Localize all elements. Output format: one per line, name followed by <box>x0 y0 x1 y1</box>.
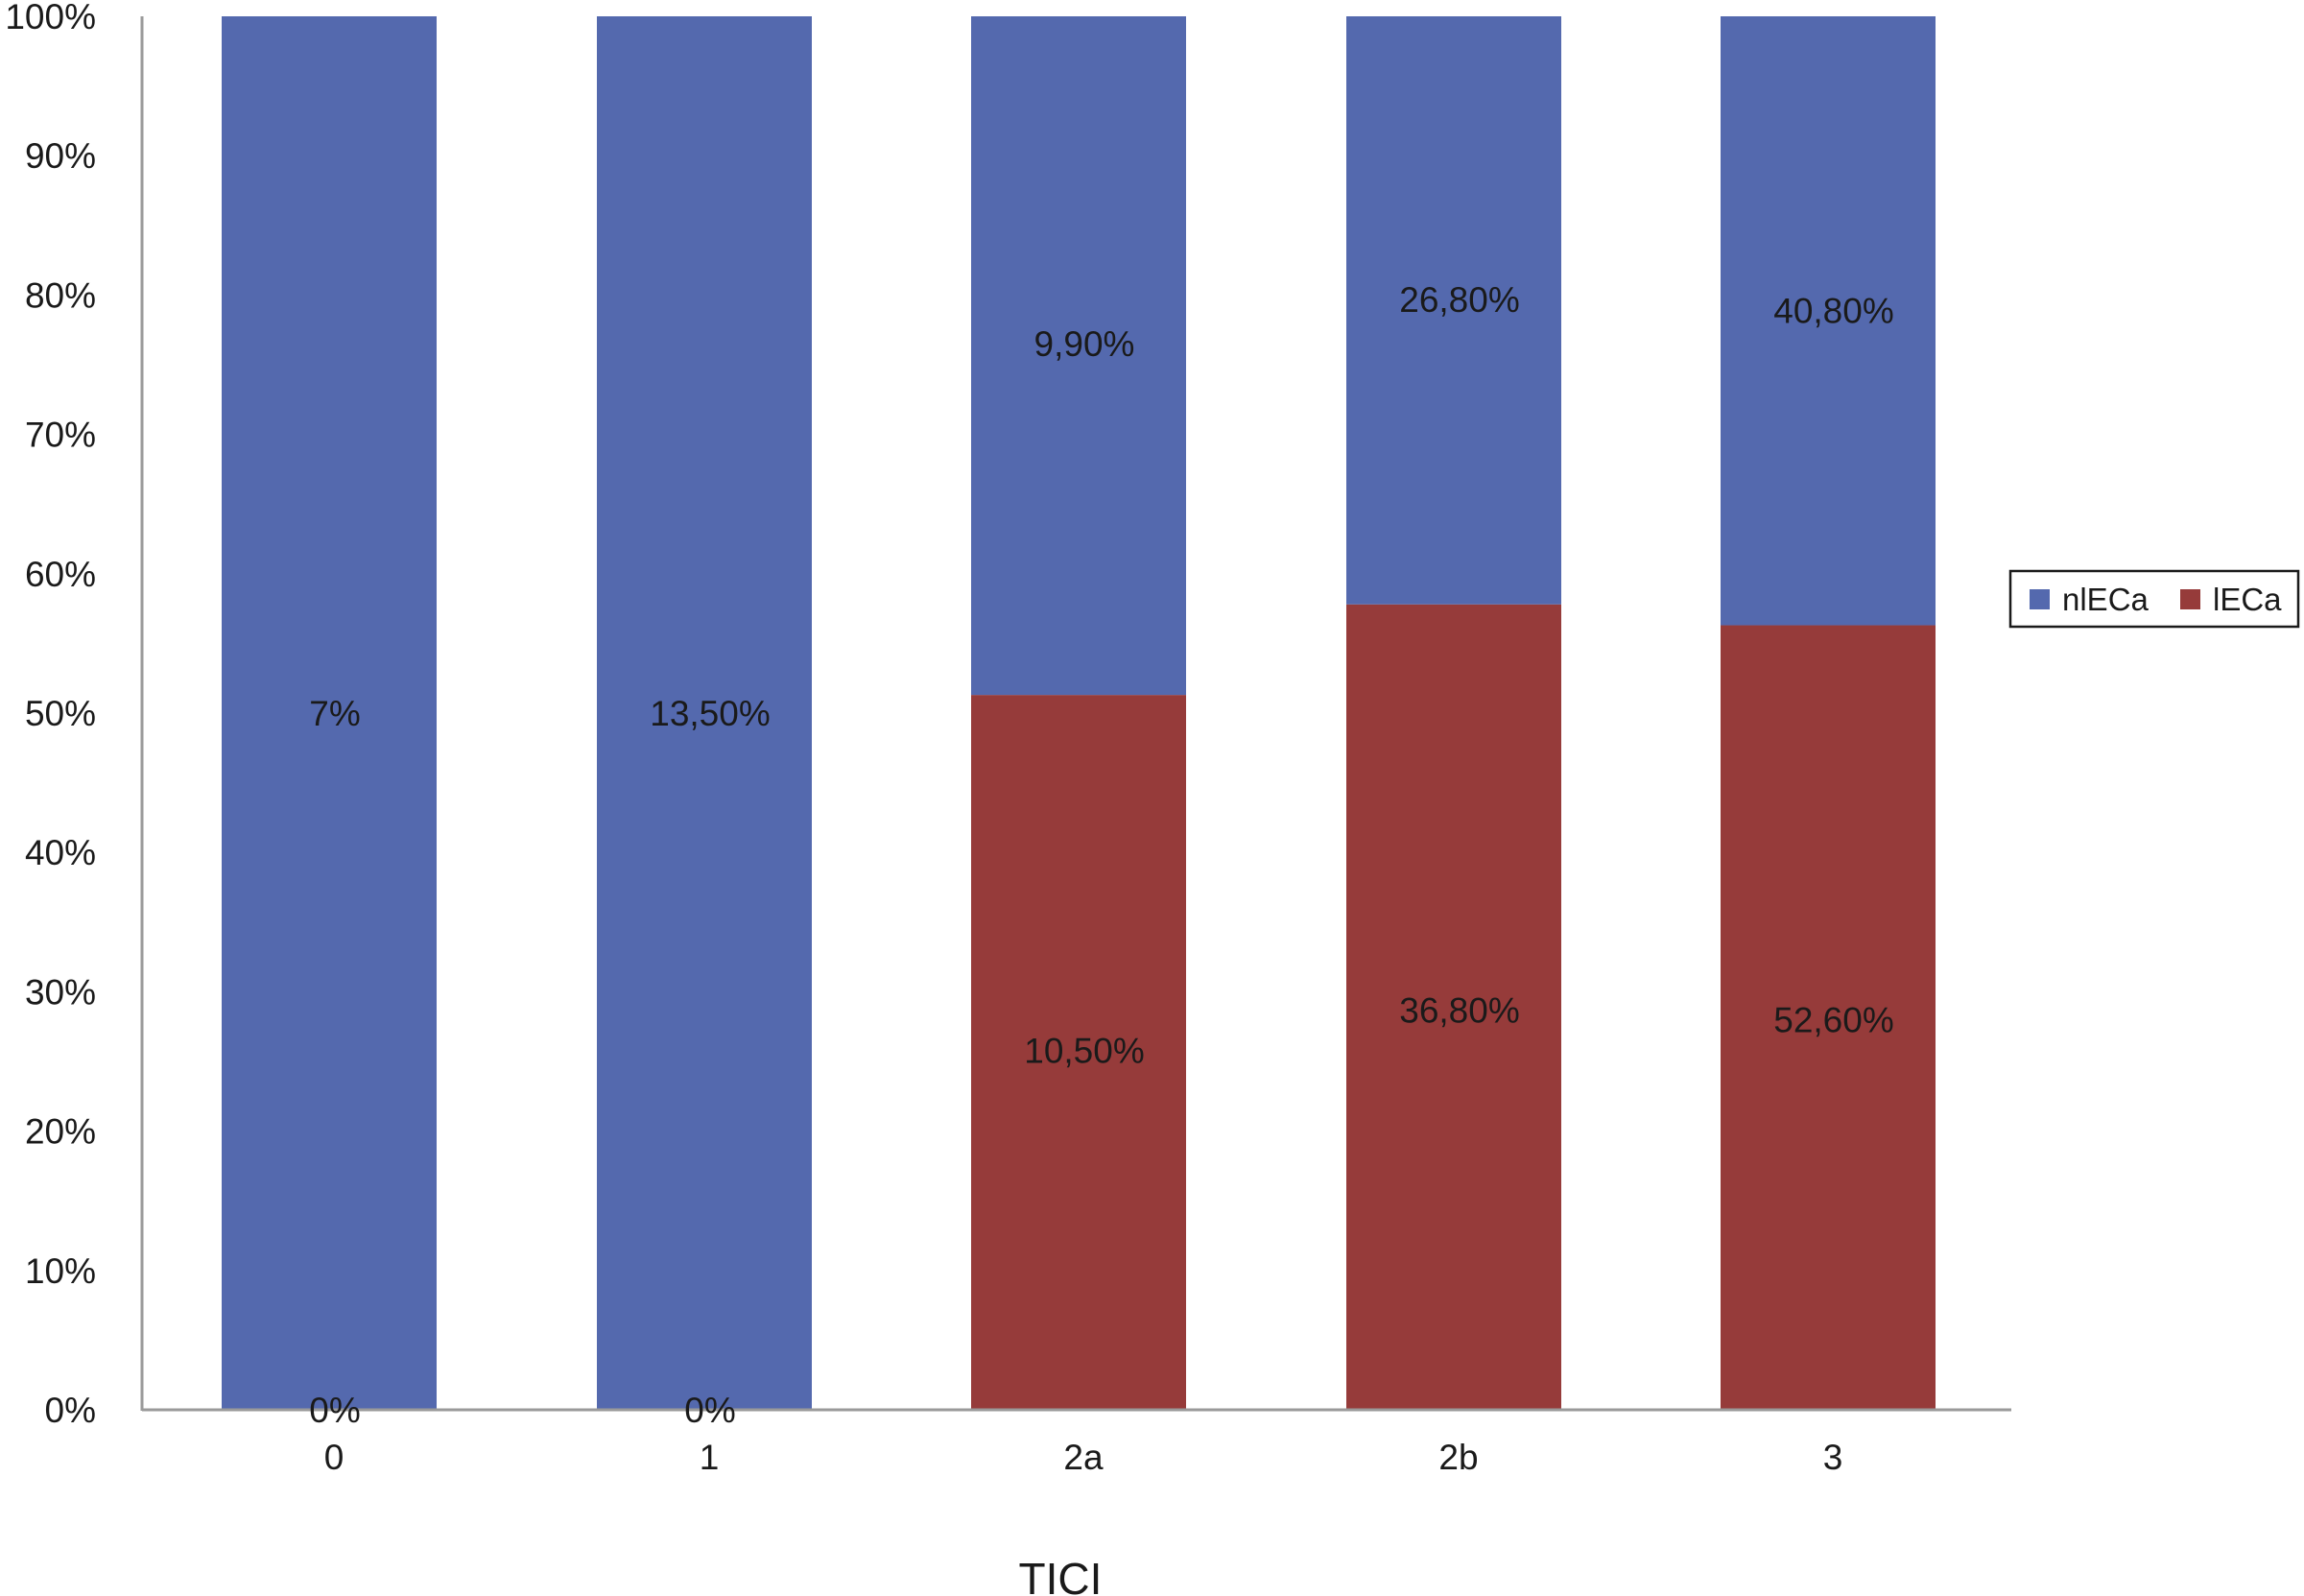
y-tick-label: 50% <box>25 694 96 733</box>
bar-lECa-2b <box>1346 604 1561 1410</box>
x-tick-label: 3 <box>1823 1438 1843 1477</box>
data-label-lECa-0: 0% <box>309 1391 360 1430</box>
data-label-nlECa-2b: 26,80% <box>1399 280 1520 320</box>
y-tick-label: 100% <box>5 0 96 36</box>
y-tick-label: 20% <box>25 1112 96 1152</box>
data-label-nlECa-3: 40,80% <box>1773 291 1894 330</box>
data-label-lECa-2b: 36,80% <box>1399 990 1520 1030</box>
y-tick-label: 70% <box>25 416 96 455</box>
x-tick-label: 1 <box>700 1438 720 1477</box>
y-tick-label: 60% <box>25 555 96 594</box>
y-tick-label: 40% <box>25 833 96 872</box>
y-tick-label: 0% <box>45 1391 96 1430</box>
y-tick-label: 30% <box>25 972 96 1012</box>
bar-lECa-3 <box>1721 625 1936 1410</box>
y-tick-label: 90% <box>25 136 96 176</box>
data-label-lECa-1: 0% <box>684 1391 735 1430</box>
bar-nlECa-0 <box>222 16 437 1410</box>
y-tick-label: 10% <box>25 1251 96 1291</box>
data-label-lECa-2a: 10,50% <box>1024 1031 1145 1070</box>
legend-label-nlECa: nlECa <box>2062 582 2150 617</box>
legend-swatch-nlECa <box>2030 589 2050 609</box>
x-axis-title: TICI <box>1019 1554 1103 1596</box>
data-label-lECa-3: 52,60% <box>1773 1000 1894 1039</box>
bar-nlECa-2a <box>971 16 1186 696</box>
data-label-nlECa-2a: 9,90% <box>1034 324 1135 364</box>
bar-nlECa-1 <box>597 16 812 1410</box>
x-tick-label: 0 <box>324 1438 344 1477</box>
bars-group <box>222 16 1936 1410</box>
legend: nlECa lECa <box>2008 569 2300 629</box>
legend-box <box>2008 569 2300 629</box>
axes-group: 0% 10% 20% 30% 40% 50% 60% 70% 80% 90% 100% 0 1 2a 2b 3 <box>5 0 2011 1477</box>
x-tick-label: 2a <box>1063 1438 1104 1477</box>
data-label-nlECa-0: 7% <box>309 694 360 733</box>
bar-nlECa-2b <box>1346 16 1561 605</box>
legend-label-lECa: lECa <box>2213 582 2282 617</box>
bar-lECa-2a <box>971 695 1186 1410</box>
data-labels-group: 0% 0% 10,50% 36,80% 52,60% 7% 13,50% 9,90% 26,80… <box>309 280 1893 1430</box>
x-tick-label: 2b <box>1438 1438 1478 1477</box>
y-tick-label: 80% <box>25 275 96 315</box>
legend-swatch-lECa <box>2180 589 2200 609</box>
data-label-nlECa-1: 13,50% <box>650 694 771 733</box>
bar-nlECa-3 <box>1721 16 1936 626</box>
